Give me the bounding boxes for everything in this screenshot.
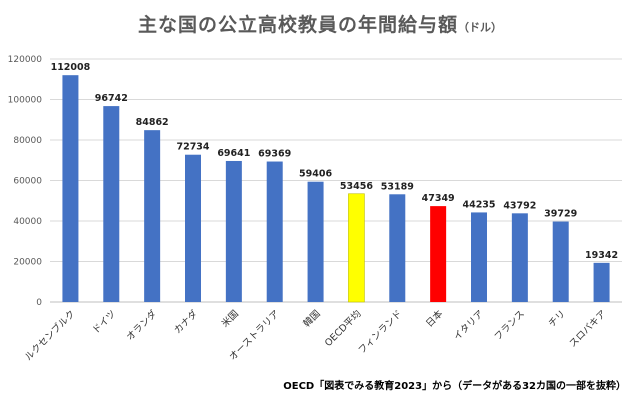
chart-title: 主な国の公立高校教員の年間給与額（ドル） — [0, 10, 640, 37]
y-tick-label: 20000 — [13, 258, 42, 268]
data-label: 96742 — [95, 93, 128, 104]
data-label: 112008 — [51, 62, 91, 73]
bar — [103, 106, 120, 303]
y-tick-label: 0 — [36, 298, 42, 308]
x-tick-label: OECD平均 — [322, 308, 363, 349]
x-tick-label: フランス — [492, 308, 527, 343]
y-tick-label: 80000 — [13, 136, 42, 146]
data-label: 69369 — [258, 149, 291, 160]
bar — [511, 213, 528, 302]
data-label: 19342 — [585, 250, 618, 261]
x-tick-label: チリ — [547, 308, 568, 329]
source-note: OECD「図表でみる教育2023」から（データがある32カ国の一部を抜粋） — [283, 381, 626, 392]
bar — [62, 75, 79, 302]
data-label: 69641 — [217, 148, 250, 159]
data-label: 84862 — [136, 117, 169, 128]
data-label: 53189 — [381, 181, 414, 192]
x-tick-label: ルクセンブルク — [22, 308, 77, 363]
x-tick-label: フィンランド — [356, 308, 404, 356]
y-tick-label: 120000 — [8, 55, 43, 65]
bar — [471, 212, 487, 302]
bar — [593, 262, 610, 302]
x-tick-label: 韓国 — [301, 308, 322, 329]
x-tick-label: カナダ — [171, 307, 200, 336]
data-label: 53456 — [340, 181, 373, 192]
y-tick-label: 100000 — [8, 96, 43, 106]
bar — [144, 130, 161, 302]
data-label: 72734 — [176, 142, 209, 153]
data-label: 59406 — [299, 169, 332, 180]
data-label: 43792 — [503, 200, 536, 211]
x-tick-label: ドイツ — [90, 308, 118, 336]
bar — [185, 154, 201, 302]
y-tick-label: 60000 — [13, 177, 42, 187]
x-tick-label: イタリア — [452, 308, 486, 342]
x-tick-label: 米国 — [219, 308, 241, 330]
chart-title-unit: （ドル） — [458, 21, 502, 34]
x-tick-label: 日本 — [423, 307, 445, 329]
bar — [266, 161, 283, 302]
y-tick-label: 40000 — [13, 217, 42, 227]
bar — [389, 194, 406, 302]
x-tick-label: オランダ — [124, 307, 160, 343]
bar — [307, 181, 324, 302]
x-tick-label: スロバキア — [567, 308, 608, 349]
bar — [348, 193, 365, 303]
data-label: 47349 — [422, 193, 455, 204]
data-label: 44235 — [462, 199, 495, 210]
bar — [430, 206, 447, 302]
data-label: 39729 — [544, 209, 577, 220]
chart-title-text: 主な国の公立高校教員の年間給与額 — [137, 14, 458, 36]
bar — [552, 221, 569, 302]
bar — [225, 160, 242, 302]
